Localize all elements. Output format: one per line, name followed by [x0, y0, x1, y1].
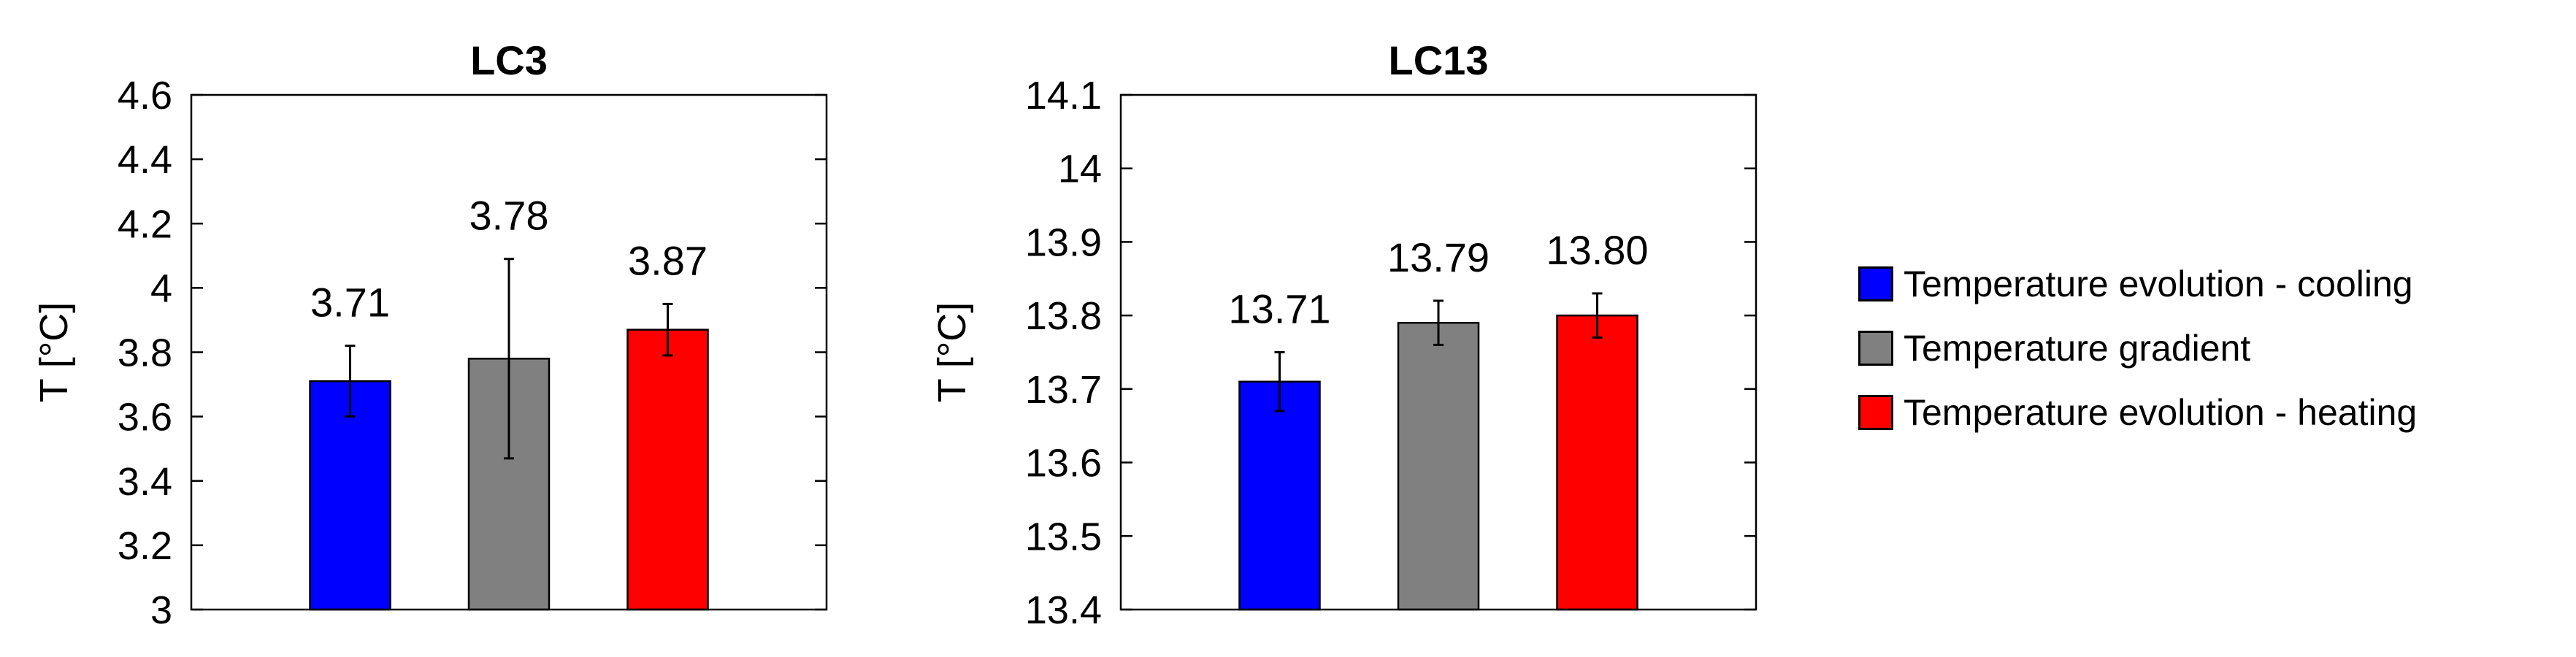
legend-item-heating: Temperature evolution - heating [1858, 380, 2559, 445]
lc3-data-label-2: 3.78 [469, 193, 549, 239]
lc13-axes-frame [1119, 93, 1757, 611]
lc13-y-tick-label-4: 13.8 [1025, 294, 1102, 338]
lc13-y-axis-label: T [°C] [930, 302, 974, 403]
legend-label-cooling: Temperature evolution - cooling [1904, 264, 2413, 304]
lc3-y-tick-label-1: 3.2 [118, 524, 172, 568]
lc13-bar-2 [1397, 321, 1480, 611]
legend: Temperature evolution - cooling Temperat… [1858, 252, 2559, 445]
legend-swatch-heating [1858, 395, 1893, 430]
lc3-y-tick-label-2: 3.4 [118, 460, 172, 504]
lc13-title: LC13 [1389, 37, 1489, 83]
lc13-data-label-3: 13.80 [1546, 227, 1648, 273]
lc3-y-tick-label-3: 3.6 [118, 396, 172, 439]
lc13-y-tick-label-3: 13.7 [1025, 368, 1102, 412]
lc13-y-tick-label-1: 13.5 [1025, 515, 1102, 558]
lc13-y-tick-label-6: 14 [1058, 147, 1102, 191]
lc3-y-tick-label-8: 4.6 [118, 74, 172, 118]
chart-lc13: 13.71 13.79 13.80 13.4 13.5 13.6 13.7 13.8 13.9 1… [930, 37, 1757, 632]
lc3-y-tick-label-5: 4 [150, 266, 172, 310]
lc3-title: LC3 [470, 37, 548, 83]
legend-item-gradient: Temperature gradient [1858, 316, 2559, 380]
lc13-bar-3 [1556, 314, 1638, 611]
lc3-bar-1 [309, 380, 391, 611]
legend-label-gradient: Temperature gradient [1904, 328, 2251, 369]
lc3-y-axis-label: T [°C] [32, 302, 76, 403]
chart-lc3: 3.71 3.78 3.87 3 3.2 3.4 3.6 3.8 4 4.2 4.4 4.6 LC3 T … [32, 37, 828, 632]
lc3-data-label-1: 3.71 [310, 280, 390, 326]
lc13-bar-1 [1238, 380, 1321, 611]
lc3-error-bar-3 [662, 302, 673, 357]
lc3-y-tick-label-4: 3.8 [118, 331, 172, 375]
lc3-error-bar-1 [345, 345, 356, 418]
legend-item-cooling: Temperature evolution - cooling [1858, 252, 2559, 316]
lc13-y-tick-label-0: 13.4 [1025, 588, 1102, 632]
legend-label-heating: Temperature evolution - heating [1904, 392, 2418, 433]
lc3-error-bar-2 [504, 258, 514, 460]
lc3-bar-3 [626, 328, 709, 611]
lc13-error-bar-2 [1433, 299, 1444, 346]
lc3-y-tick-label-6: 4.2 [118, 202, 172, 246]
lc13-data-label-2: 13.79 [1387, 234, 1490, 280]
lc3-y-tick-label-7: 4.4 [118, 138, 172, 182]
legend-swatch-gradient [1858, 331, 1893, 366]
lc3-data-label-3: 3.87 [628, 237, 708, 283]
lc13-y-tick-label-5: 13.9 [1025, 220, 1102, 264]
lc13-y-tick-label-7: 14.1 [1025, 74, 1102, 118]
lc13-error-bar-1 [1274, 351, 1285, 412]
lc13-error-bar-3 [1592, 292, 1603, 339]
legend-swatch-cooling [1858, 266, 1893, 301]
lc3-y-tick-label-0: 3 [150, 588, 172, 632]
lc13-data-label-1: 13.71 [1228, 286, 1330, 332]
lc13-y-tick-label-2: 13.6 [1025, 442, 1102, 485]
